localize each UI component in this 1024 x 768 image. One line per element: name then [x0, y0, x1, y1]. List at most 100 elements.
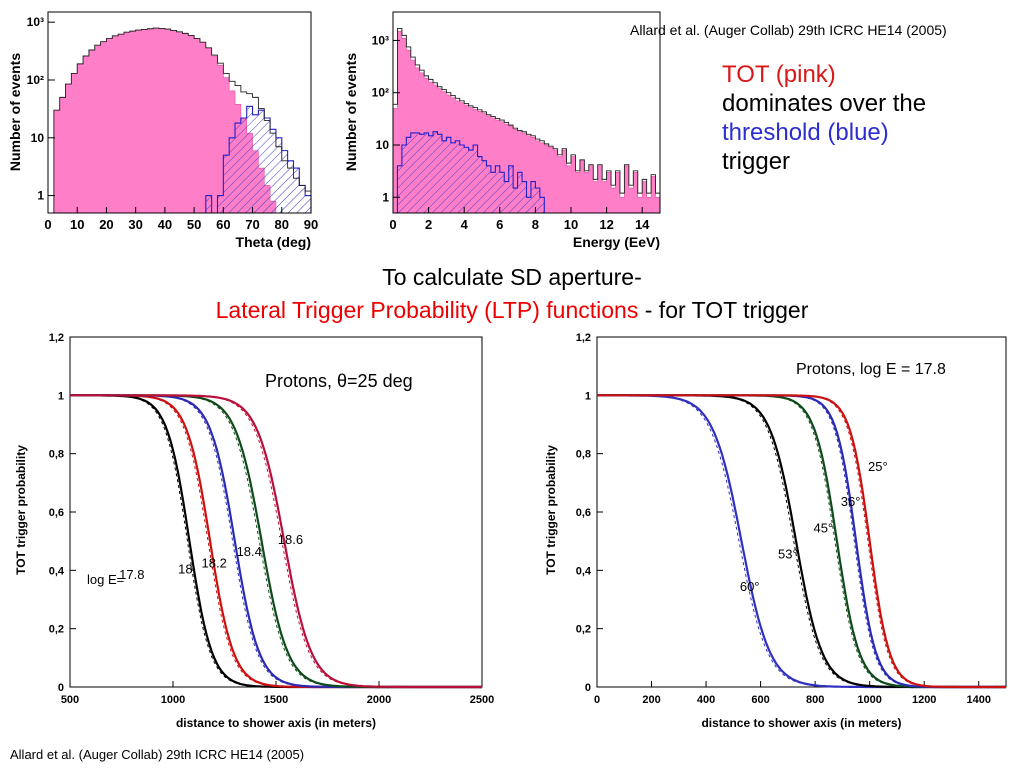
x-tick-label: 10 — [70, 217, 84, 232]
legend-tot: TOT (pink) — [722, 61, 836, 88]
y-axis-label: Number of events — [343, 53, 359, 171]
series-line — [597, 394, 1006, 689]
y-tick-label: 0,8 — [49, 449, 64, 461]
y-axis-label: Number of events — [7, 53, 23, 171]
x-axis-label: Energy (EeV) — [573, 234, 660, 250]
y-tick-label: 0,4 — [49, 565, 65, 577]
x-tick-label: 1000 — [857, 694, 881, 706]
series-fit — [597, 394, 1006, 688]
series-line — [70, 394, 482, 689]
x-tick-label: 500 — [61, 694, 79, 706]
heading-tot: - for TOT trigger — [638, 297, 809, 323]
x-tick-label: 14 — [635, 217, 650, 232]
y-tick-label: 0 — [585, 682, 591, 694]
histogram-1: 0 2 4 6 8 10 12 14 1 10 10² 10³ Energy (EeV) Number o… — [343, 11, 661, 250]
y-tick-label: 10³ — [372, 33, 389, 47]
plot-frame — [47, 11, 312, 214]
series-line — [70, 394, 482, 689]
y-axis-label: TOT trigger probability — [14, 445, 28, 575]
x-tick-label: 2500 — [470, 694, 494, 706]
y-tick-label: 0,6 — [576, 507, 591, 519]
series-line — [70, 394, 482, 689]
series-total — [392, 27, 660, 213]
legend-mid: dominates over the — [722, 90, 927, 117]
x-tick-label: 4 — [461, 217, 469, 232]
x-tick-label: 12 — [599, 217, 613, 232]
trigger-legend: TOT (pink) dominates over the threshold … — [722, 60, 926, 176]
y-tick-label: 1,2 — [576, 332, 591, 344]
series-fit — [70, 394, 482, 688]
plot-frame — [596, 336, 1007, 688]
x-tick-label: 1500 — [264, 694, 288, 706]
series-fit — [70, 394, 482, 688]
series-label: 60° — [740, 579, 760, 594]
x-axis-label: distance to shower axis (in meters) — [176, 716, 376, 730]
x-tick-label: 40 — [158, 217, 172, 232]
x-tick-label: 90 — [304, 217, 318, 232]
plot-frame — [392, 11, 661, 214]
x-tick-label: 80 — [275, 217, 289, 232]
series-label: 45° — [813, 520, 833, 535]
y-tick-label: 0,8 — [576, 449, 591, 461]
x-tick-label: 200 — [642, 694, 660, 706]
y-tick-label: 0,4 — [576, 565, 592, 577]
x-tick-label: 600 — [751, 694, 769, 706]
series-fit — [597, 394, 1006, 688]
legend-threshold: threshold (blue) — [722, 119, 889, 146]
y-tick-label: 1 — [585, 390, 591, 402]
series-line — [70, 394, 482, 689]
y-tick-label: 0 — [58, 682, 64, 694]
x-tick-label: 2 — [425, 217, 432, 232]
series-fit — [70, 394, 482, 688]
series-fit — [597, 394, 1006, 688]
log-e-annotation: log E= — [87, 572, 124, 587]
series-line — [597, 394, 1006, 689]
heading-line2: Lateral Trigger Probability (LTP) functi… — [0, 297, 1024, 324]
ltp-chart-2: 500 1000 1500 2000 2500 0 0,2 0,4 0,6 0,8 1 1,2 dist… — [14, 332, 494, 730]
heading-line1: To calculate SD aperture- — [382, 264, 642, 290]
chart-title: Protons, θ=25 deg — [265, 371, 413, 391]
x-tick-label: 60 — [216, 217, 230, 232]
x-tick-label: 6 — [496, 217, 503, 232]
series-line — [597, 394, 1006, 689]
legend-end: trigger — [722, 148, 791, 175]
y-tick-label: 10² — [372, 86, 389, 100]
series-label: 18 — [178, 561, 192, 576]
series-line — [70, 394, 482, 689]
y-tick-label: 0,2 — [576, 624, 591, 636]
x-tick-label: 1400 — [966, 694, 990, 706]
series-label: 36° — [841, 494, 861, 509]
y-tick-label: 1 — [382, 190, 389, 204]
y-tick-label: 10³ — [27, 15, 44, 29]
series-label: 53° — [778, 547, 798, 562]
x-tick-label: 0 — [594, 694, 600, 706]
x-tick-label: 70 — [245, 217, 259, 232]
y-tick-label: 0,6 — [49, 507, 64, 519]
series-line — [597, 394, 1006, 689]
x-tick-label: 20 — [99, 217, 113, 232]
x-tick-label: 2000 — [367, 694, 391, 706]
x-tick-label: 0 — [389, 217, 396, 232]
series-label: 17.8 — [119, 567, 144, 582]
y-tick-label: 10 — [31, 131, 45, 145]
series-line — [597, 394, 1006, 689]
chart-title: Protons, log E = 17.8 — [796, 361, 946, 378]
y-tick-label: 1,2 — [49, 332, 64, 344]
series-label: 25° — [868, 459, 888, 474]
histogram-0: 0 10 20 30 40 50 60 70 80 90 1 10 10² 10³ Theta (deg) N… — [7, 11, 318, 250]
y-tick-label: 1 — [37, 189, 44, 203]
citation-bottom: Allard et al. (Auger Collab) 29th ICRC H… — [10, 747, 305, 762]
series-label: 18.2 — [202, 555, 227, 570]
citation-top: Allard et al. (Auger Collab) 29th ICRC H… — [630, 22, 947, 38]
y-tick-label: 10² — [27, 73, 44, 87]
series-label: 18.6 — [278, 532, 303, 547]
x-tick-label: 1000 — [161, 694, 185, 706]
heading-ltp: Lateral Trigger Probability (LTP) functi… — [215, 297, 639, 323]
x-tick-label: 0 — [44, 217, 51, 232]
x-axis-label: distance to shower axis (in meters) — [701, 716, 901, 730]
x-tick-label: 50 — [187, 217, 201, 232]
series-fit — [70, 394, 482, 688]
series-fit — [70, 394, 482, 688]
x-tick-label: 8 — [532, 217, 539, 232]
